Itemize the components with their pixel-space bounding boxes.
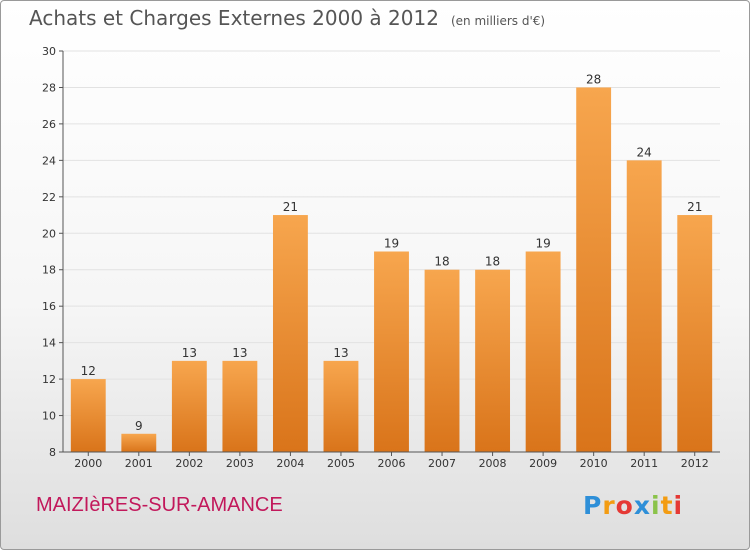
y-tick-label: 22	[42, 191, 56, 204]
data-label: 13	[182, 346, 197, 360]
x-tick-label: 2007	[428, 457, 456, 470]
y-tick-label: 10	[42, 410, 56, 423]
x-tick-label: 2011	[630, 457, 658, 470]
bar	[222, 360, 258, 452]
y-tick-label: 14	[42, 337, 56, 350]
chart-title: Achats et Charges Externes 2000 à 2012	[29, 6, 439, 30]
x-tick-label: 2003	[226, 457, 254, 470]
data-label: 18	[485, 255, 500, 269]
y-tick-label: 24	[42, 154, 56, 167]
bar	[70, 379, 106, 452]
bar	[323, 360, 359, 452]
chart-subtitle: (en milliers d'€)	[450, 14, 546, 28]
data-label: 21	[283, 200, 298, 214]
data-label: 24	[637, 145, 652, 159]
data-label: 19	[384, 237, 399, 251]
bar	[121, 433, 157, 452]
logo-letter: r	[602, 491, 616, 520]
data-label: 18	[434, 255, 449, 269]
logo-letter: x	[633, 491, 651, 520]
data-label: 19	[535, 237, 550, 251]
bar	[626, 160, 662, 452]
x-tick-label: 2000	[74, 457, 102, 470]
bar	[374, 251, 409, 452]
logo-letter: P	[583, 491, 603, 520]
y-tick-label: 26	[42, 118, 56, 131]
x-tick-label: 2004	[276, 457, 304, 470]
axes	[59, 50, 720, 456]
bar	[525, 251, 561, 452]
data-label: 13	[333, 346, 348, 360]
y-tick-label: 16	[42, 300, 56, 313]
x-tick-label: 2006	[378, 457, 406, 470]
x-tick-label: 2002	[175, 457, 203, 470]
bar	[576, 87, 612, 453]
chart-title-block: Achats et Charges Externes 2000 à 2012 (e…	[29, 6, 545, 30]
location-name: MAIZIèRES-SUR-AMANCE	[36, 494, 283, 516]
y-tick-label: 8	[49, 446, 56, 459]
x-tick-label: 2005	[327, 457, 355, 470]
data-label: 9	[135, 419, 143, 433]
x-tick-label: 2008	[479, 457, 507, 470]
bar	[171, 360, 207, 452]
bar	[424, 269, 460, 452]
logo-letter: i	[651, 491, 661, 520]
x-tick-label: 2001	[125, 457, 153, 470]
y-tick-label: 28	[42, 81, 56, 94]
data-label: 12	[81, 364, 96, 378]
logo-letter: i	[673, 491, 684, 520]
y-tick-label: 30	[42, 45, 56, 58]
y-tick-label: 20	[42, 227, 56, 240]
data-label: 13	[232, 346, 247, 360]
data-label: 21	[687, 200, 702, 214]
x-tick-label: 2009	[529, 457, 557, 470]
logo-letter: o	[615, 491, 634, 520]
logo-letter: t	[660, 491, 674, 520]
bar	[677, 215, 713, 452]
y-tick-label: 12	[42, 373, 56, 386]
labels: 8 10 12 14 16 18 20 22 24 26 28 30 12 2000 9 2001 13 2002…	[42, 45, 709, 470]
x-tick-label: 2012	[681, 457, 709, 470]
x-tick-label: 2010	[580, 457, 608, 470]
proxiti-logo: Proxiti	[583, 491, 683, 520]
bar	[475, 269, 511, 452]
y-tick-label: 18	[42, 264, 56, 277]
data-label: 28	[586, 72, 601, 86]
bars	[70, 87, 713, 453]
bar	[272, 215, 308, 452]
